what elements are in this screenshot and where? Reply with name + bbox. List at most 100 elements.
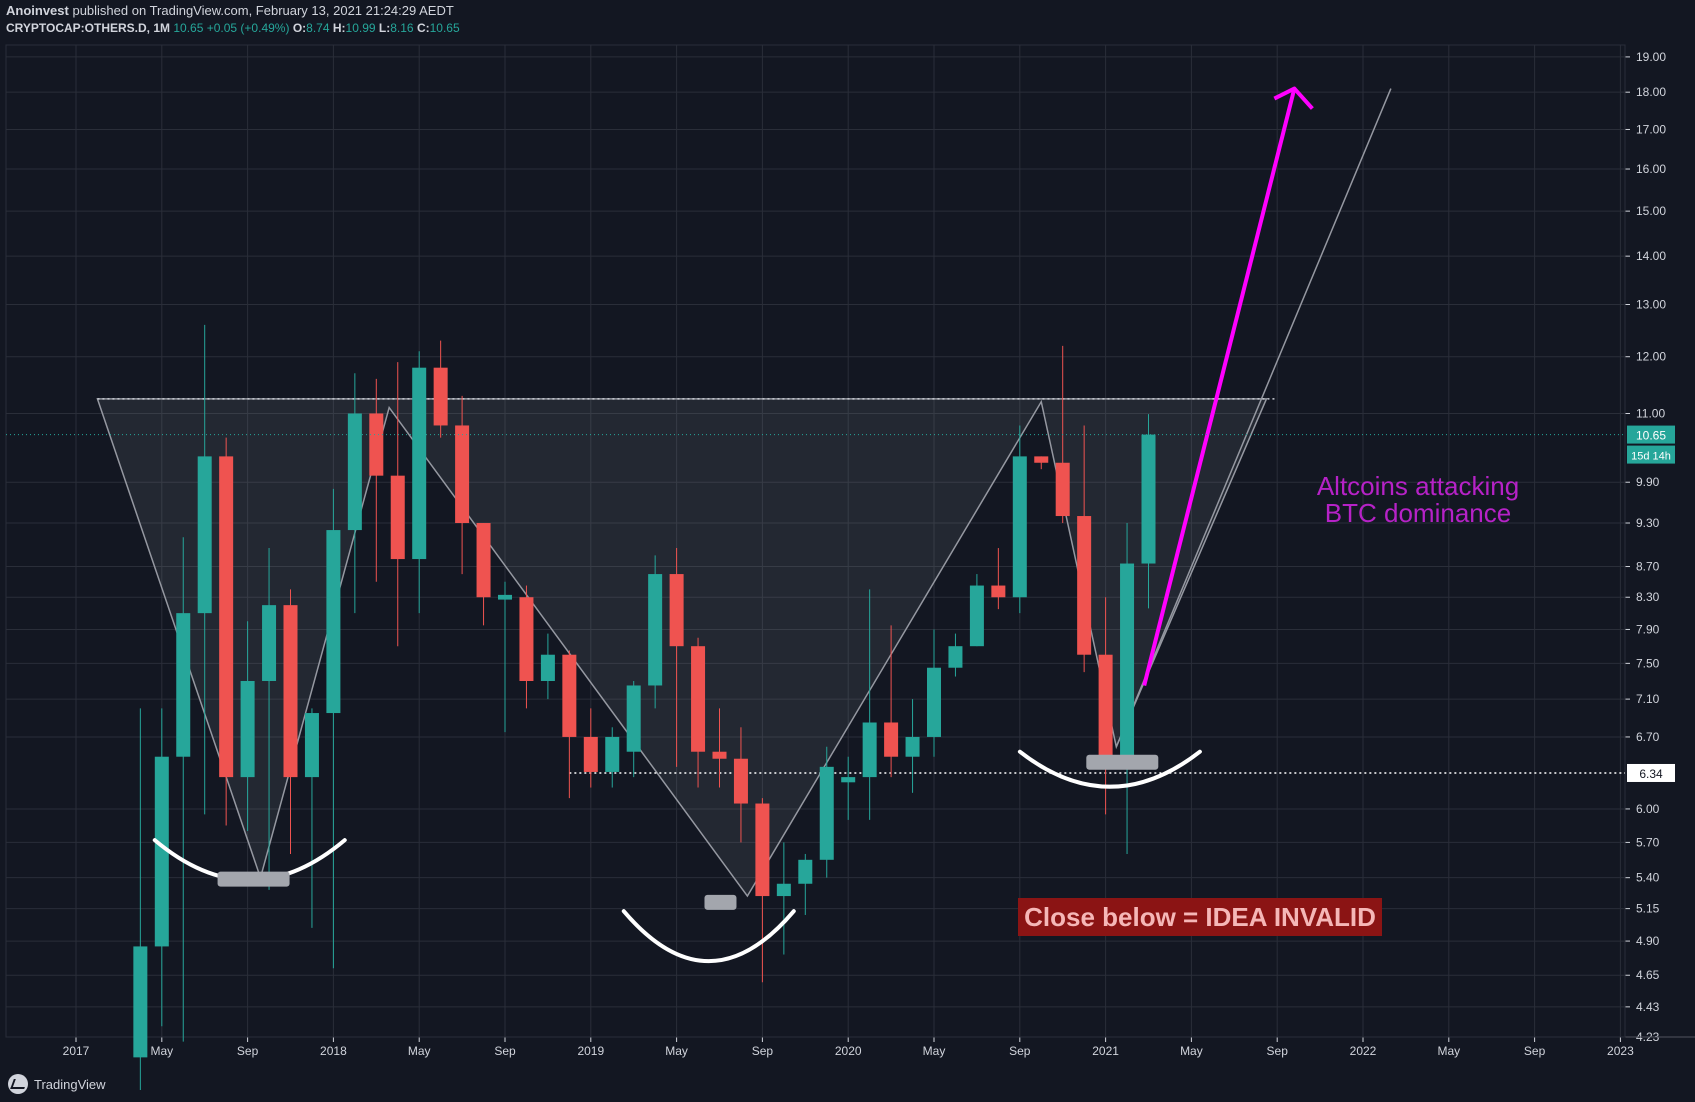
grey-box-right [1086, 754, 1159, 770]
candles [133, 324, 1156, 1090]
author-name[interactable]: Anoinvest [6, 3, 69, 18]
last-price: 10.65 [173, 21, 204, 35]
y-tick-label-7: 12.00 [1636, 350, 1666, 364]
x-tick-label-3: 2018 [320, 1044, 347, 1058]
x-tick-label-7: May [665, 1044, 688, 1058]
high-value: 10.99 [345, 21, 376, 35]
candle-body [712, 751, 727, 759]
candle-body [927, 667, 941, 737]
x-tick-label-18: 2023 [1607, 1044, 1634, 1058]
candle-body [262, 605, 277, 681]
candle-body [905, 736, 920, 757]
close-value: 10.65 [429, 21, 460, 35]
candle-body [412, 367, 427, 560]
candle-body [1098, 654, 1113, 767]
x-tick-label-15: 2022 [1350, 1044, 1377, 1058]
candle-body [154, 756, 169, 947]
y-tick-label-15: 7.10 [1636, 692, 1660, 706]
candle-body [1077, 516, 1092, 655]
candle-body [326, 530, 341, 714]
candle-body [691, 646, 706, 752]
candle-body [648, 574, 663, 686]
candle-body [197, 456, 212, 614]
close-label: C: [416, 21, 430, 35]
x-tick-label-17: Sep [1524, 1044, 1546, 1058]
candle-body [605, 736, 620, 772]
countdown-value: 15d 14h [1631, 451, 1671, 463]
y-tick-label-6: 13.00 [1636, 297, 1666, 311]
y-tick-label-23: 4.43 [1636, 1000, 1660, 1014]
candle-body [476, 523, 491, 598]
candle-body [1055, 462, 1070, 517]
candle-body [519, 597, 534, 681]
x-tick-label-8: Sep [752, 1044, 774, 1058]
annotation-text-2: BTC dominance [1325, 498, 1511, 528]
last-price-badge [1627, 425, 1675, 444]
candle-body [948, 646, 963, 668]
candle-body [991, 585, 1006, 598]
candle-body [219, 456, 234, 778]
candle-body [755, 803, 770, 897]
tradingview-logo-icon [8, 1074, 28, 1094]
x-tick-label-1: May [150, 1044, 173, 1058]
candle-body [626, 685, 641, 752]
candle-body [583, 736, 598, 772]
x-tick-label-16: May [1437, 1044, 1460, 1058]
candle-body [240, 680, 255, 778]
tradingview-logo[interactable]: TradingView [8, 1074, 106, 1094]
x-tick-label-2: Sep [237, 1044, 259, 1058]
y-tick-label-14: 7.50 [1636, 656, 1660, 670]
y-tick-label-4: 15.00 [1636, 204, 1666, 218]
candle-body [498, 594, 512, 600]
candle-body [455, 425, 470, 524]
x-tick-label-12: 2021 [1092, 1044, 1119, 1058]
symbol-name[interactable]: CRYPTOCAP:OTHERS.D, 1M [6, 21, 171, 35]
plot-frame [5, 44, 1626, 1038]
candle-body [540, 654, 555, 681]
candle-body [304, 713, 319, 778]
low-label: L: [378, 21, 391, 35]
invalid-label-bg [1018, 898, 1382, 936]
candle-body [176, 613, 191, 757]
y-tick-label-9: 9.90 [1636, 475, 1660, 489]
candle-body [1120, 563, 1135, 762]
x-tick-label-11: Sep [1009, 1044, 1031, 1058]
candle-body [819, 766, 834, 860]
pattern-shape [96, 398, 1268, 898]
candle-body [390, 475, 405, 560]
last-price-value: 10.65 [1636, 429, 1666, 443]
head-arc [621, 909, 796, 964]
grid-lines [6, 45, 1630, 1042]
y-tick-label-22: 4.65 [1636, 968, 1660, 982]
y-tick-label-10: 9.30 [1636, 516, 1660, 530]
support-price-value: 6.34 [1639, 767, 1663, 781]
x-tick-label-6: 2019 [577, 1044, 604, 1058]
y-tick-label-1: 18.00 [1636, 85, 1666, 99]
y-tick-label-16: 6.70 [1636, 730, 1660, 744]
y-tick-label-19: 5.40 [1636, 871, 1660, 885]
x-tick-label-4: May [408, 1044, 431, 1058]
candle-body [347, 413, 362, 531]
y-tick-label-5: 14.00 [1636, 249, 1666, 263]
candle-body [369, 413, 384, 476]
candle-body [798, 859, 813, 884]
candle-body [733, 758, 748, 804]
candle-body [841, 777, 856, 783]
y-tick-label-18: 5.70 [1636, 835, 1660, 849]
high-label: H: [332, 21, 346, 35]
target-arrow-head [1273, 86, 1314, 110]
invalid-label-text: Close below = IDEA INVALID [1024, 902, 1376, 932]
y-tick-label-17: 6.00 [1636, 802, 1660, 816]
x-tick-label-14: Sep [1267, 1044, 1289, 1058]
x-tick-label-5: Sep [494, 1044, 516, 1058]
y-tick-label-0: 19.00 [1636, 50, 1666, 64]
y-tick-label-21: 4.90 [1636, 934, 1660, 948]
candle-body [562, 654, 577, 737]
low-value: 8.16 [390, 21, 414, 35]
tradingview-logo-text: TradingView [34, 1076, 106, 1092]
y-tick-label-2: 17.00 [1636, 122, 1666, 136]
y-tick-label-12: 8.30 [1636, 590, 1660, 604]
countdown-badge [1627, 445, 1675, 464]
candle-body [283, 605, 298, 778]
